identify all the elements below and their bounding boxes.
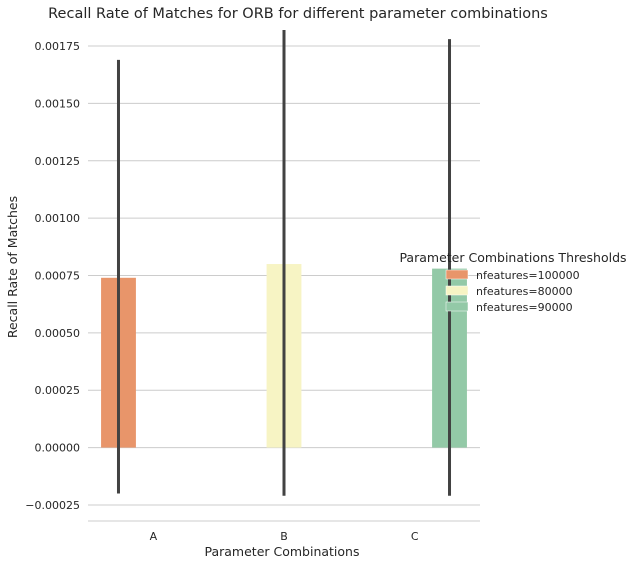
y-axis-ticks: −0.00025 0.00000 0.00025 0.00050 0.00075 0.00… bbox=[25, 40, 80, 512]
y-axis-label: Recall Rate of Matches bbox=[5, 196, 20, 338]
legend: Parameter Combinations Thresholds nfeatu… bbox=[399, 250, 626, 314]
x-axis-ticks: A B C bbox=[150, 530, 419, 543]
chart-title: Recall Rate of Matches for ORB for diffe… bbox=[48, 6, 548, 22]
error-bars bbox=[116, 30, 452, 496]
x-tick-label: A bbox=[150, 530, 158, 543]
y-tick-label: 0.00175 bbox=[35, 40, 81, 53]
x-tick-label: B bbox=[280, 530, 288, 543]
y-tick-label: −0.00025 bbox=[25, 499, 80, 512]
y-tick-label: 0.00025 bbox=[35, 384, 81, 397]
y-tick-label: 0.00000 bbox=[35, 442, 81, 455]
legend-label: nfeatures=90000 bbox=[476, 301, 573, 314]
legend-swatch bbox=[445, 285, 469, 296]
legend-label: nfeatures=80000 bbox=[476, 285, 573, 298]
y-tick-label: 0.00150 bbox=[35, 97, 81, 110]
legend-label: nfeatures=100000 bbox=[476, 269, 580, 282]
y-tick-label: 0.00100 bbox=[35, 212, 81, 225]
y-tick-label: 0.00075 bbox=[35, 270, 81, 283]
x-tick-label: C bbox=[411, 530, 419, 543]
y-tick-label: 0.00125 bbox=[35, 155, 81, 168]
legend-title: Parameter Combinations Thresholds bbox=[399, 250, 626, 265]
legend-swatch bbox=[445, 269, 469, 280]
legend-swatch bbox=[445, 301, 469, 312]
x-axis-label: Parameter Combinations bbox=[204, 544, 359, 559]
y-tick-label: 0.00050 bbox=[35, 327, 81, 340]
